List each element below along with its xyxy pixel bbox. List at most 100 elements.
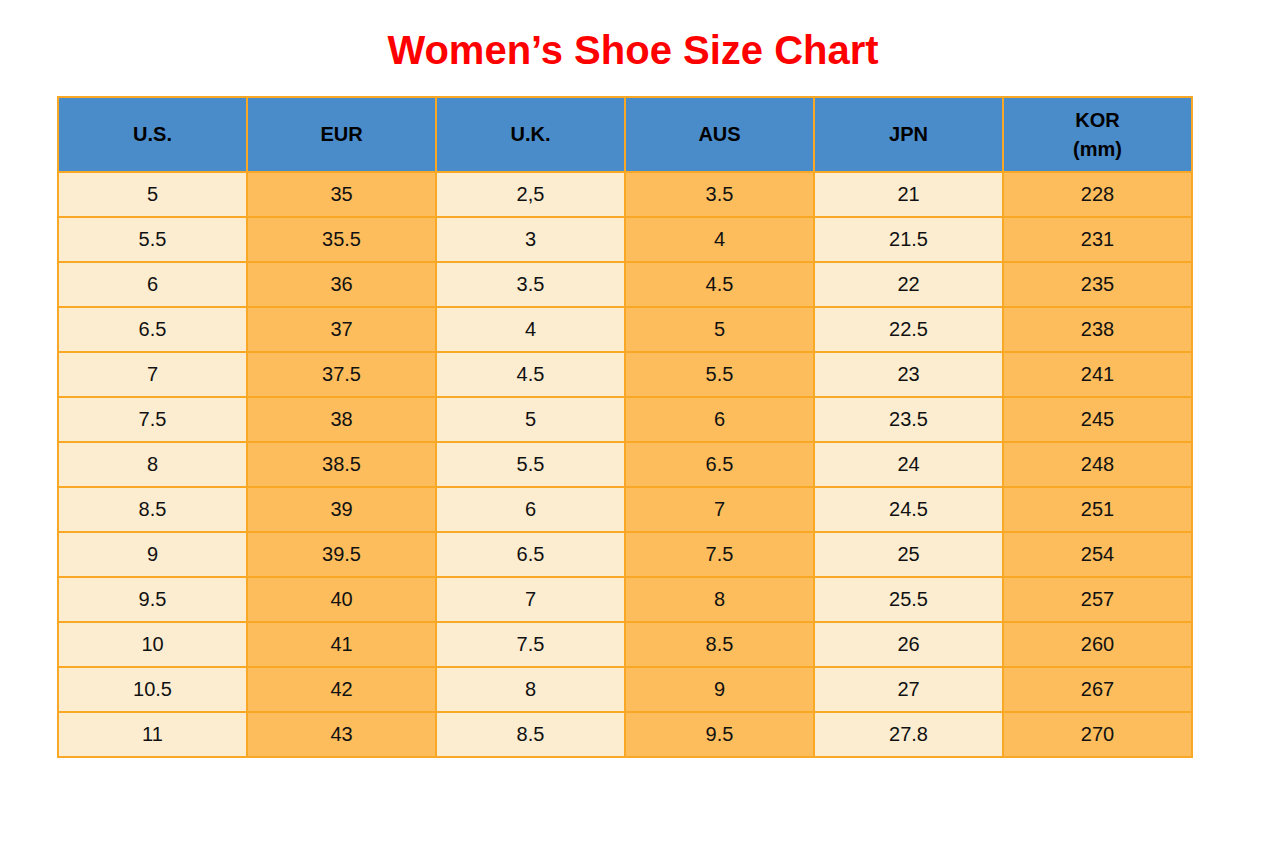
size-cell: 9.5 [625, 712, 814, 757]
table-row: 6363.54.522235 [58, 262, 1192, 307]
size-cell: 10.5 [58, 667, 247, 712]
column-header-kor: KOR (mm) [1003, 97, 1192, 172]
size-cell: 22 [814, 262, 1003, 307]
table-row: 10.5428927267 [58, 667, 1192, 712]
table-row: 838.55.56.524248 [58, 442, 1192, 487]
size-cell: 3.5 [625, 172, 814, 217]
table-row: 7.5385623.5245 [58, 397, 1192, 442]
size-cell: 7 [58, 352, 247, 397]
size-cell: 9 [625, 667, 814, 712]
size-cell: 8.5 [625, 622, 814, 667]
column-header-eur: EUR [247, 97, 436, 172]
size-cell: 40 [247, 577, 436, 622]
size-cell: 245 [1003, 397, 1192, 442]
size-cell: 42 [247, 667, 436, 712]
table-header: U.S. EUR U.K. AUS JPN KOR (mm) [58, 97, 1192, 172]
page-title: Women’s Shoe Size Chart [0, 28, 1266, 73]
table-row: 9.5407825.5257 [58, 577, 1192, 622]
size-cell: 6 [436, 487, 625, 532]
size-cell: 21.5 [814, 217, 1003, 262]
size-cell: 36 [247, 262, 436, 307]
size-cell: 37.5 [247, 352, 436, 397]
size-cell: 2,5 [436, 172, 625, 217]
size-cell: 41 [247, 622, 436, 667]
size-cell: 257 [1003, 577, 1192, 622]
size-cell: 27 [814, 667, 1003, 712]
size-cell: 260 [1003, 622, 1192, 667]
size-cell: 5 [625, 307, 814, 352]
size-cell: 7 [436, 577, 625, 622]
table-row: 939.56.57.525254 [58, 532, 1192, 577]
table-row: 5.535.53421.5231 [58, 217, 1192, 262]
size-cell: 3 [436, 217, 625, 262]
size-cell: 43 [247, 712, 436, 757]
size-cell: 7.5 [625, 532, 814, 577]
size-cell: 35 [247, 172, 436, 217]
table-row: 737.54.55.523241 [58, 352, 1192, 397]
size-cell: 27.8 [814, 712, 1003, 757]
column-header-aus: AUS [625, 97, 814, 172]
size-cell: 9.5 [58, 577, 247, 622]
header-row: U.S. EUR U.K. AUS JPN KOR (mm) [58, 97, 1192, 172]
size-cell: 22.5 [814, 307, 1003, 352]
size-cell: 270 [1003, 712, 1192, 757]
size-cell: 37 [247, 307, 436, 352]
shoe-size-table: U.S. EUR U.K. AUS JPN KOR (mm) 5352,53.5… [57, 96, 1193, 758]
table-row: 11438.59.527.8270 [58, 712, 1192, 757]
size-cell: 254 [1003, 532, 1192, 577]
size-cell: 7.5 [436, 622, 625, 667]
size-cell: 38.5 [247, 442, 436, 487]
size-cell: 231 [1003, 217, 1192, 262]
size-cell: 6.5 [625, 442, 814, 487]
size-cell: 4.5 [625, 262, 814, 307]
size-cell: 5.5 [58, 217, 247, 262]
column-header-jpn: JPN [814, 97, 1003, 172]
size-cell: 7.5 [58, 397, 247, 442]
size-cell: 4.5 [436, 352, 625, 397]
size-cell: 7 [625, 487, 814, 532]
size-cell: 8.5 [58, 487, 247, 532]
size-cell: 23 [814, 352, 1003, 397]
size-cell: 4 [625, 217, 814, 262]
size-cell: 5 [58, 172, 247, 217]
page: Women’s Shoe Size Chart U.S. EUR U.K. AU… [0, 28, 1266, 841]
size-cell: 35.5 [247, 217, 436, 262]
size-cell: 4 [436, 307, 625, 352]
size-cell: 38 [247, 397, 436, 442]
size-cell: 238 [1003, 307, 1192, 352]
column-header-uk: U.K. [436, 97, 625, 172]
table-row: 5352,53.521228 [58, 172, 1192, 217]
size-cell: 39.5 [247, 532, 436, 577]
column-header-us: U.S. [58, 97, 247, 172]
size-cell: 241 [1003, 352, 1192, 397]
size-cell: 26 [814, 622, 1003, 667]
table-body: 5352,53.5212285.535.53421.52316363.54.52… [58, 172, 1192, 757]
size-cell: 6.5 [436, 532, 625, 577]
size-cell: 25.5 [814, 577, 1003, 622]
size-cell: 8 [436, 667, 625, 712]
table-row: 10417.58.526260 [58, 622, 1192, 667]
size-cell: 251 [1003, 487, 1192, 532]
size-cell: 248 [1003, 442, 1192, 487]
size-cell: 6 [625, 397, 814, 442]
size-cell: 25 [814, 532, 1003, 577]
size-cell: 228 [1003, 172, 1192, 217]
size-cell: 5 [436, 397, 625, 442]
size-cell: 10 [58, 622, 247, 667]
size-cell: 8.5 [436, 712, 625, 757]
table-row: 6.5374522.5238 [58, 307, 1192, 352]
table-row: 8.5396724.5251 [58, 487, 1192, 532]
size-cell: 21 [814, 172, 1003, 217]
size-cell: 24.5 [814, 487, 1003, 532]
size-cell: 235 [1003, 262, 1192, 307]
size-cell: 11 [58, 712, 247, 757]
size-cell: 5.5 [436, 442, 625, 487]
size-cell: 267 [1003, 667, 1192, 712]
size-cell: 6 [58, 262, 247, 307]
size-cell: 8 [625, 577, 814, 622]
size-cell: 24 [814, 442, 1003, 487]
size-cell: 3.5 [436, 262, 625, 307]
size-cell: 5.5 [625, 352, 814, 397]
size-cell: 6.5 [58, 307, 247, 352]
size-cell: 39 [247, 487, 436, 532]
